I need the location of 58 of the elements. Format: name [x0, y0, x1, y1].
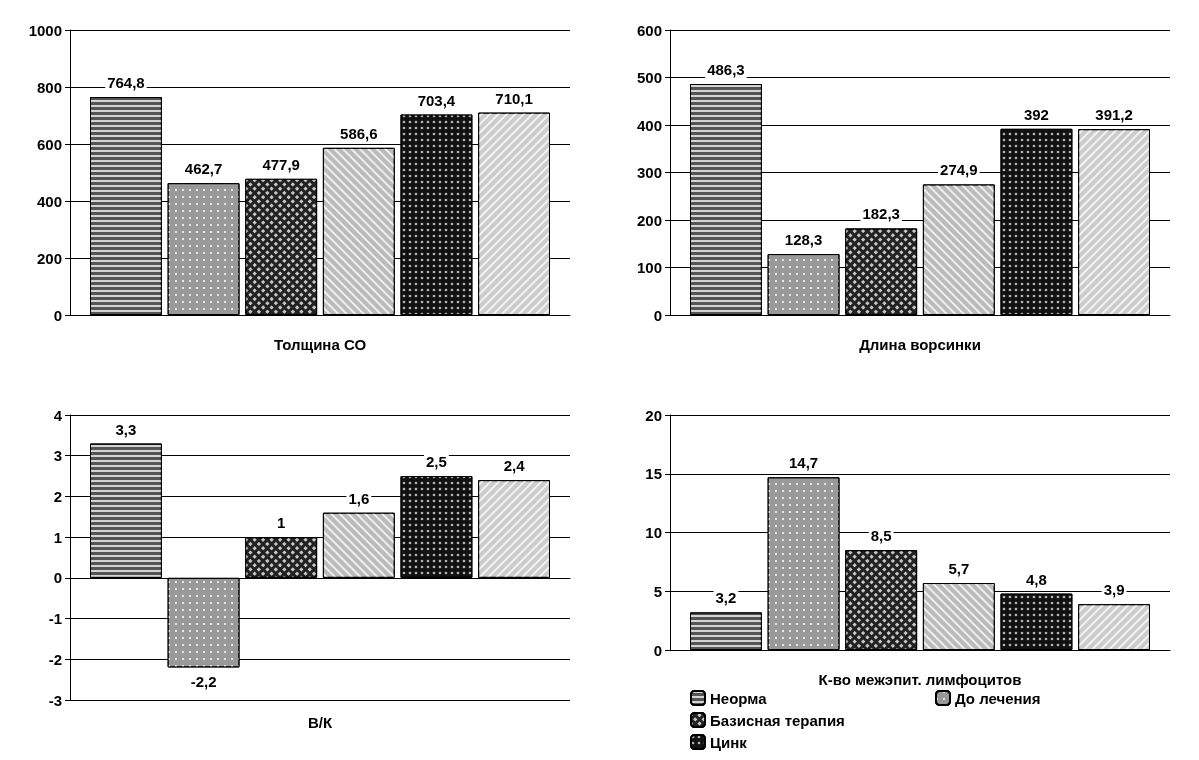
- y-tick-label: 600: [36, 135, 62, 153]
- y-tick-label: 0: [53, 306, 62, 324]
- y-tick-label: 0: [653, 641, 662, 659]
- x-axis-title: В/К: [307, 714, 333, 731]
- y-tick-label: 0: [53, 569, 62, 587]
- data-label: 391,2: [1095, 106, 1133, 124]
- data-label: 1: [277, 514, 286, 532]
- data-label: 392: [1023, 105, 1049, 123]
- y-tick-label: 0: [653, 306, 662, 324]
- y-tick-label: 2: [53, 487, 62, 505]
- x-axis-title: Толщина СО: [273, 336, 367, 353]
- data-label: 477,9: [262, 155, 300, 173]
- data-label: 2,4: [503, 457, 526, 475]
- data-label: 703,4: [417, 91, 456, 109]
- y-tick-label: -2: [48, 650, 62, 668]
- y-tick-label: 200: [36, 249, 62, 267]
- data-label: 8,5: [870, 527, 892, 545]
- data-label: 710,1: [495, 89, 533, 107]
- y-tick-label: 5: [653, 582, 662, 600]
- data-label: 3,9: [1103, 581, 1125, 599]
- y-tick-label: 1000: [28, 21, 62, 39]
- data-label: 462,7: [184, 160, 223, 178]
- y-tick-label: 800: [36, 78, 62, 96]
- y-tick-label: 300: [636, 164, 662, 181]
- data-label: 128,3: [784, 231, 823, 249]
- data-label: 3,2: [715, 589, 737, 607]
- data-label: 486,3: [707, 61, 745, 79]
- y-tick-label: 100: [636, 259, 662, 276]
- y-tick-label: 600: [636, 21, 662, 39]
- data-label: 182,3: [862, 205, 900, 223]
- legend-label: Неорма: [710, 689, 768, 707]
- x-axis-title: К-во межэпит. лимфоцитов: [818, 671, 1022, 688]
- y-tick-label: -3: [48, 691, 62, 709]
- data-label: 586,6: [340, 124, 378, 142]
- y-tick-label: 3: [53, 447, 62, 465]
- data-label: 764,8: [107, 74, 145, 92]
- y-tick-label: 1: [53, 528, 62, 546]
- data-label: 3,3: [115, 420, 137, 438]
- y-tick-label: 500: [636, 69, 662, 86]
- data-label: -2,2: [190, 673, 217, 691]
- data-label: 4,8: [1026, 570, 1047, 588]
- data-label: 5,7: [948, 560, 970, 578]
- data-label: 14,7: [788, 454, 819, 472]
- y-tick-label: 15: [645, 465, 662, 483]
- data-label: 2,5: [426, 453, 447, 471]
- data-label: 1,6: [348, 489, 370, 507]
- x-axis-title: Длина ворсинки: [859, 336, 981, 353]
- legend-label: До лечения: [955, 689, 1041, 707]
- y-tick-label: 400: [636, 116, 662, 134]
- y-tick-label: 4: [53, 406, 63, 424]
- legend-label: Базисная терапия: [710, 711, 845, 729]
- y-tick-label: -1: [48, 610, 62, 628]
- y-tick-label: 10: [645, 524, 662, 541]
- data-label: 274,9: [940, 161, 978, 179]
- y-tick-label: 200: [636, 211, 662, 229]
- y-tick-label: 20: [645, 406, 662, 424]
- y-tick-label: 400: [36, 192, 62, 210]
- legend-label: Цинк: [710, 733, 748, 751]
